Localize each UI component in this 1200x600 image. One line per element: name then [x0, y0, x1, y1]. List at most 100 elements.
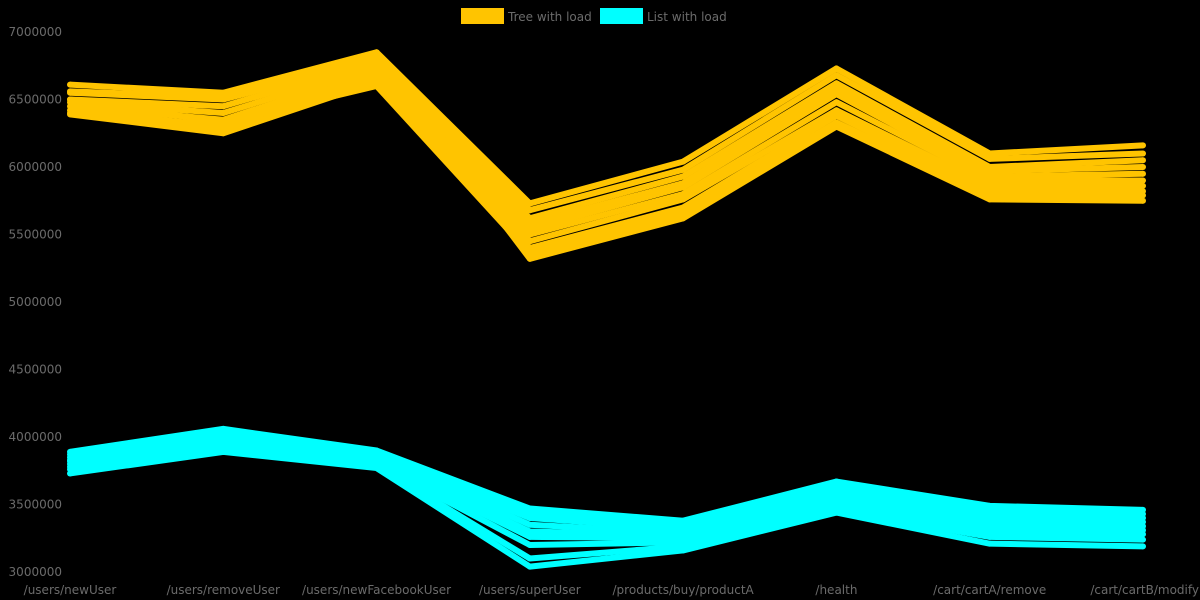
data-point[interactable]	[67, 111, 73, 118]
x-tick-label: /users/newUser	[24, 583, 117, 597]
data-point[interactable]	[67, 88, 73, 95]
x-tick-label: /users/newFacebookUser	[302, 583, 451, 597]
data-point[interactable]	[1140, 543, 1146, 550]
data-point[interactable]	[680, 184, 687, 191]
legend-label-list: List with load	[647, 10, 727, 24]
data-point[interactable]	[1140, 197, 1146, 204]
data-point[interactable]	[680, 158, 687, 165]
data-point[interactable]	[526, 255, 533, 262]
y-tick-label: 3500000	[9, 498, 62, 512]
legend-item-tree[interactable]: Tree with load	[461, 8, 592, 24]
data-point[interactable]	[526, 542, 533, 548]
data-point[interactable]	[986, 155, 993, 162]
data-point[interactable]	[986, 528, 993, 535]
data-point[interactable]	[526, 509, 533, 516]
data-point[interactable]	[833, 85, 840, 92]
legend: Tree with load List with load	[461, 8, 727, 24]
data-point[interactable]	[1140, 192, 1146, 199]
y-tick-label: 6500000	[9, 93, 62, 107]
y-axis: 3000000 3500000 4000000 4500000 5000000 55000…	[9, 25, 62, 579]
data-point[interactable]	[833, 482, 840, 489]
data-point[interactable]	[373, 69, 380, 76]
data-point[interactable]	[680, 215, 687, 222]
data-point[interactable]	[680, 196, 687, 203]
y-tick-label: 3000000	[9, 565, 62, 579]
data-point[interactable]	[1140, 142, 1146, 149]
data-point[interactable]	[1140, 157, 1146, 164]
series-line	[69, 53, 1144, 262]
data-point[interactable]	[373, 83, 380, 89]
data-point[interactable]	[986, 533, 993, 540]
legend-item-list[interactable]: List with load	[600, 8, 727, 24]
x-tick-label: /users/removeUser	[167, 583, 280, 597]
data-point[interactable]	[1140, 531, 1146, 538]
data-point[interactable]	[833, 99, 840, 106]
data-point[interactable]	[67, 470, 73, 477]
data-point[interactable]	[220, 110, 227, 116]
data-point[interactable]	[220, 93, 227, 100]
data-point[interactable]	[680, 173, 687, 180]
y-tick-label: 6000000	[9, 160, 62, 174]
data-point[interactable]	[526, 563, 533, 570]
series-tree-with-load	[67, 49, 1146, 262]
data-point[interactable]	[220, 130, 227, 137]
data-point[interactable]	[526, 555, 533, 562]
x-tick-label: /users/superUser	[479, 583, 581, 597]
series-line	[69, 425, 1144, 524]
data-point[interactable]	[1140, 150, 1146, 157]
data-point[interactable]	[373, 53, 380, 60]
data-point[interactable]	[526, 533, 533, 540]
legend-label-tree: Tree with load	[507, 10, 592, 24]
data-point[interactable]	[833, 123, 840, 130]
data-point[interactable]	[526, 521, 533, 528]
x-axis: /users/newUser/users/removeUser/users/ne…	[24, 583, 1199, 597]
series-line	[69, 429, 1144, 528]
data-point[interactable]	[526, 515, 533, 521]
series-line	[69, 62, 1144, 227]
data-point[interactable]	[373, 465, 380, 472]
data-point[interactable]	[1140, 164, 1146, 170]
data-point[interactable]	[680, 547, 687, 554]
data-point[interactable]	[833, 107, 840, 114]
y-tick-label: 5000000	[9, 295, 62, 309]
x-tick-label: /health	[815, 583, 857, 597]
x-tick-label: /cart/cartA/remove	[933, 583, 1046, 597]
series-list-with-load	[67, 425, 1146, 570]
series-area	[67, 49, 1146, 570]
series-line	[69, 78, 1143, 251]
data-point[interactable]	[833, 65, 840, 72]
data-point[interactable]	[67, 81, 73, 88]
data-point[interactable]	[220, 119, 227, 126]
x-tick-label: /cart/cartB/modify	[1090, 583, 1199, 597]
data-point[interactable]	[220, 103, 227, 110]
series-line	[69, 49, 1144, 207]
series-line	[69, 74, 1143, 245]
series-line	[69, 58, 1144, 222]
series-line	[69, 83, 1143, 257]
data-point[interactable]	[833, 509, 840, 516]
data-point[interactable]	[833, 91, 840, 98]
data-point[interactable]	[986, 523, 993, 530]
data-point[interactable]	[1140, 177, 1146, 184]
y-tick-label: 4000000	[9, 430, 62, 444]
data-point[interactable]	[1140, 536, 1146, 543]
data-point[interactable]	[1140, 170, 1146, 177]
data-point[interactable]	[833, 112, 840, 119]
data-point[interactable]	[986, 196, 993, 203]
data-point[interactable]	[680, 166, 687, 173]
series-line	[69, 66, 1144, 233]
data-point[interactable]	[833, 72, 840, 79]
legend-swatch-tree	[461, 8, 504, 24]
data-point[interactable]	[833, 80, 840, 87]
x-tick-label: /products/buy/productA	[613, 583, 755, 597]
y-tick-label: 7000000	[9, 25, 62, 39]
data-point[interactable]	[1140, 182, 1146, 189]
data-point[interactable]	[986, 540, 993, 547]
legend-swatch-list	[600, 8, 643, 24]
y-tick-label: 5500000	[9, 228, 62, 242]
series-line	[69, 448, 1144, 570]
data-point[interactable]	[67, 96, 73, 103]
y-tick-label: 4500000	[9, 363, 62, 377]
data-point[interactable]	[220, 448, 227, 455]
data-point[interactable]	[526, 207, 533, 214]
